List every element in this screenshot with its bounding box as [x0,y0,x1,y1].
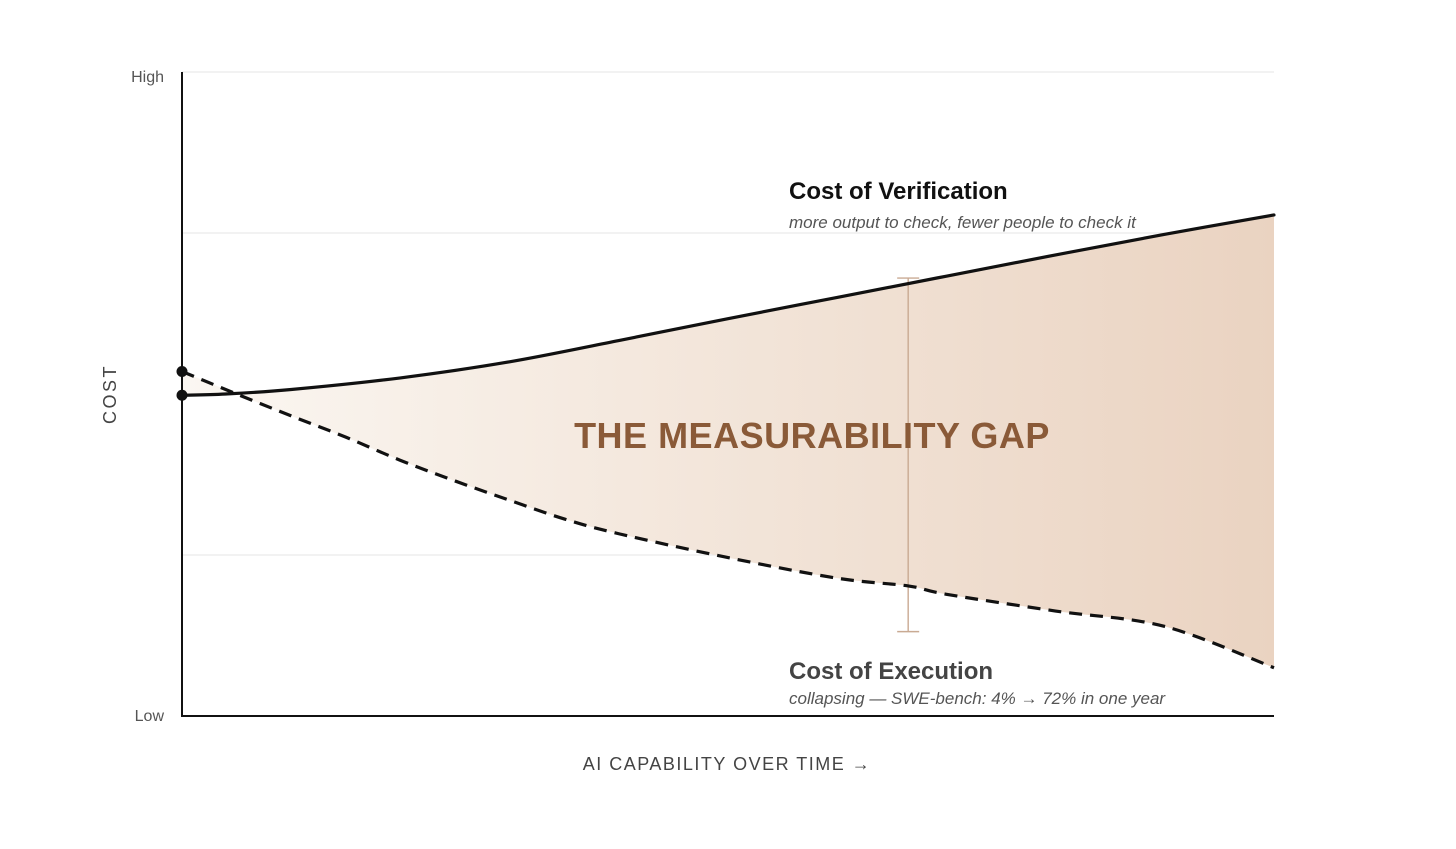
y-tick-label-low: Low [135,708,165,725]
execution-series-label: Cost of Execution [789,658,993,685]
verification-series-label: Cost of Verification [789,178,1008,205]
execution-cost-line [181,369,1275,670]
y-axis-label: COST [100,364,120,424]
execution-series-subtitle: collapsing — SWE-bench: 4% → 72% in one … [789,689,1166,708]
x-axis-label: AI CAPABILITY OVER TIME → [583,754,872,774]
y-tick-label-high: High [131,69,164,86]
measurability-gap-title: THE MEASURABILITY GAP [574,415,1050,456]
verification-cost-line [180,213,1276,397]
verification-series-subtitle: more output to check, fewer people to ch… [789,213,1137,232]
measurability-gap-area [182,214,1274,668]
